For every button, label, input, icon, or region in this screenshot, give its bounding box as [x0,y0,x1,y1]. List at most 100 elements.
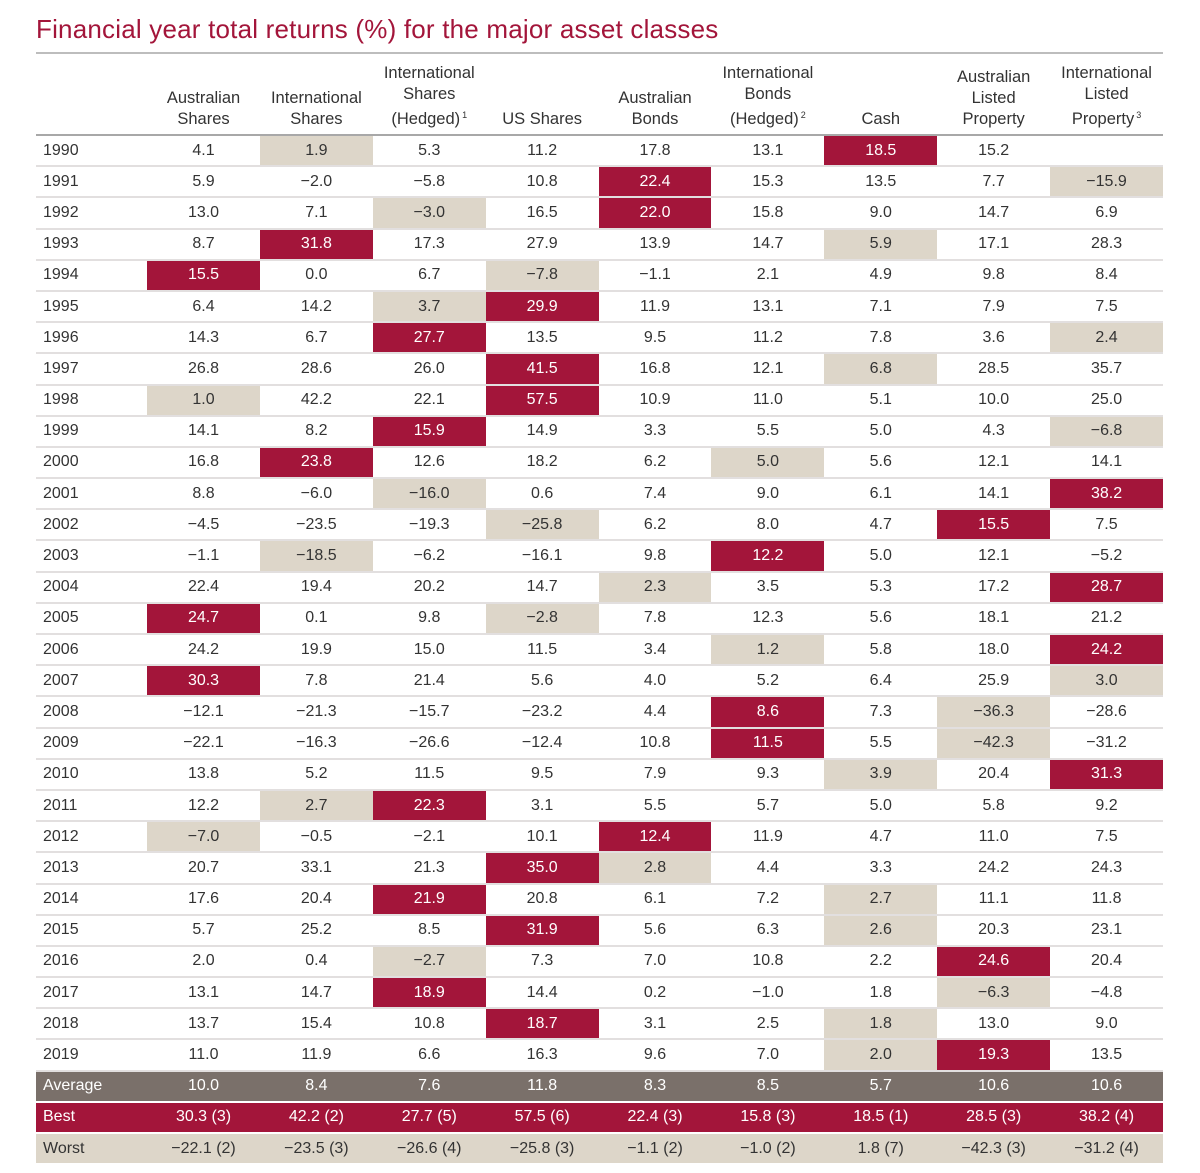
value-cell: 15.3 [711,166,825,199]
year-cell: 1995 [36,290,148,324]
value-cell: −4.8 [1050,977,1163,1010]
value-cell [1050,135,1163,168]
worst-value-cell: 3.7 [372,290,486,324]
value-cell: 11.8 [1050,883,1163,916]
value-cell: 0.6 [485,478,599,511]
column-header-label: US Shares [502,110,583,128]
value-cell: 15.8 [711,197,825,230]
table-row: 2002 −4.5 −23.5 −19.3 −25.8 6.2 8.0 4.7 15.5 7.5 [36,509,1163,542]
value-cell: 8.5 [372,914,486,947]
year-cell: 1999 [36,415,148,448]
column-header-label: Australian Listed Property [956,68,1031,128]
year-cell: 2017 [36,977,148,1010]
footnote-marker: 1 [462,110,468,120]
value-cell: 42.2 [259,384,373,417]
best-value-cell: 35.0 [485,852,599,885]
value-cell: 5.3 [824,571,938,604]
value-cell: 3.5 [711,571,825,604]
best-value-cell: 27.7 [372,322,486,355]
value-cell: −12.1 [147,696,260,729]
value-cell: 11.5 [485,634,599,667]
year-cell: 2002 [36,509,148,542]
value-cell: 11.9 [259,1039,373,1072]
summary-value-cell: −25.8 (3) [485,1133,599,1166]
value-cell: 5.2 [711,665,825,698]
column-header: International Shares (Hedged) 1 [372,56,486,136]
value-cell: 13.0 [147,197,260,230]
value-cell: −28.6 [1050,696,1163,729]
value-cell: 9.0 [824,197,938,230]
value-cell: 7.4 [598,478,712,511]
value-cell: 5.8 [824,634,938,667]
year-cell: 1994 [36,259,148,292]
best-value-cell: 30.3 [147,665,260,698]
value-cell: 4.4 [598,696,712,729]
year-cell: 2009 [36,727,148,760]
summary-value-cell: 22.4 (3) [598,1101,712,1135]
summary-value-cell: 11.8 [485,1070,599,1103]
value-cell: 20.3 [937,914,1051,947]
best-value-cell: 31.3 [1050,758,1163,791]
best-value-cell: 11.5 [711,727,825,760]
value-cell: 33.1 [259,852,373,885]
best-value-cell: 8.6 [711,696,825,729]
year-cell: 2005 [36,602,148,636]
value-cell: 5.6 [598,914,712,947]
value-cell: −23.2 [485,696,599,729]
worst-value-cell: 2.6 [824,914,938,947]
table-row: 1994 15.5 0.0 6.7 −7.8 −1.1 2.1 4.9 9.8 8.4 [36,259,1163,292]
table-row: 2014 17.6 20.4 21.9 20.8 6.1 7.2 2.7 11.1 11.8 [36,883,1163,916]
value-cell: 18.1 [937,602,1051,636]
value-cell: 14.1 [937,478,1051,511]
footnote-marker: 3 [1136,110,1142,120]
value-cell: 6.1 [824,478,938,511]
value-cell: 24.2 [937,852,1051,885]
value-cell: 10.0 [937,384,1051,417]
summary-value-cell: 28.5 (3) [937,1101,1051,1135]
summary-value-cell: 5.7 [824,1070,938,1103]
worst-value-cell: −18.5 [259,540,373,573]
column-header-label: Australian Shares [166,89,241,128]
value-cell: 7.1 [824,290,938,324]
value-cell: 17.1 [937,228,1051,261]
value-cell: 5.5 [711,415,825,448]
value-cell: 24.2 [147,634,260,667]
summary-value-cell: 8.4 [259,1070,373,1103]
best-value-cell: 22.0 [598,197,712,230]
summary-label: Worst [36,1133,148,1166]
value-cell: −6.2 [372,540,486,573]
table-row: 1992 13.0 7.1 −3.0 16.5 22.0 15.8 9.0 14.7 6.9 [36,197,1163,230]
value-cell: 9.2 [1050,789,1163,823]
year-cell: 2004 [36,571,148,604]
value-cell: 20.4 [1050,945,1163,979]
value-cell: 9.3 [711,758,825,791]
column-header: Cash [824,56,938,136]
value-cell: 12.2 [147,789,260,823]
value-cell: 5.2 [259,758,373,791]
value-cell: 7.8 [824,322,938,355]
value-cell: 18.2 [485,446,599,480]
value-cell: 0.4 [259,945,373,979]
summary-value-cell: 1.8 (7) [824,1133,938,1166]
value-cell: 7.2 [711,883,825,916]
value-cell: 2.1 [711,259,825,292]
summary-value-cell: −22.1 (2) [147,1133,260,1166]
value-cell: 5.6 [824,446,938,480]
value-cell: 7.8 [259,665,373,698]
value-cell: 5.1 [824,384,938,417]
value-cell: 14.1 [1050,446,1163,480]
best-value-cell: 41.5 [485,353,599,386]
best-value-cell: 24.7 [147,602,260,636]
table-row: 2019 11.0 11.9 6.6 16.3 9.6 7.0 2.0 19.3 13.5 [36,1039,1163,1072]
table-row: 2009 −22.1 −16.3 −26.6 −12.4 10.8 11.5 5.5 −42.3… [36,727,1163,760]
column-header-label: International Listed Property 3 [1061,64,1152,128]
table-row: 2007 30.3 7.8 21.4 5.6 4.0 5.2 6.4 25.9 3.0 [36,665,1163,698]
value-cell: 16.8 [598,353,712,386]
year-cell: 2001 [36,478,148,511]
returns-table: Australian Shares International Shares Int… [36,56,1163,1166]
year-cell: 2014 [36,883,148,916]
value-cell: 5.7 [711,789,825,823]
table-row: 2011 12.2 2.7 22.3 3.1 5.5 5.7 5.0 5.8 9.2 [36,789,1163,823]
value-cell: 0.2 [598,977,712,1010]
value-cell: 13.9 [598,228,712,261]
